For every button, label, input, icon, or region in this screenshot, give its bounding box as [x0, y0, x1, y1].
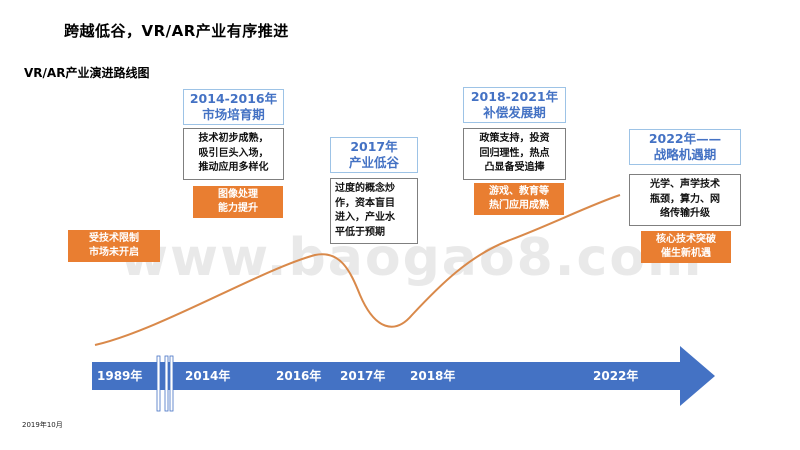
page-subtitle: VR/AR产业演进路线图 — [24, 66, 150, 80]
year-label: 2016年 — [276, 369, 322, 383]
stage-desc-2022: 光学、声学技术 瓶颈，算力、网 络传输升级 — [629, 174, 741, 226]
early-stage-tag: 受技术限制 市场未开启 — [68, 230, 160, 262]
stage-desc-2017: 过度的概念炒 作，资本盲目 进入，产业水 平低于预期 — [330, 178, 418, 244]
year-label: 1989年 — [97, 369, 143, 383]
curve-break-mark — [156, 323, 170, 329]
stage-title-2017: 2017年 产业低谷 — [330, 137, 418, 173]
stage-desc-2018-2021: 政策支持，投资 回归理性，热点 凸显备受追捧 — [463, 128, 566, 180]
stage-title-2022: 2022年—— 战略机遇期 — [629, 129, 741, 165]
year-label: 2022年 — [593, 369, 639, 383]
stage-tag-2022: 核心技术突破 催生新机遇 — [641, 231, 731, 263]
stage-desc-2014-2016: 技术初步成熟， 吸引巨头入场， 推动应用多样化 — [183, 128, 284, 180]
stage-tag-2018-2021: 游戏、教育等 热门应用成熟 — [474, 183, 564, 215]
stage-title-2014-2016: 2014-2016年 市场培育期 — [183, 89, 284, 125]
year-label: 2014年 — [185, 369, 231, 383]
axis-break-mark — [156, 355, 174, 412]
page-title: 跨越低谷，VR/AR产业有序推进 — [64, 22, 289, 40]
stage-title-2018-2021: 2018-2021年 补偿发展期 — [463, 87, 566, 123]
year-label: 2018年 — [410, 369, 456, 383]
date-note: 2019年10月 — [22, 421, 63, 429]
year-label: 2017年 — [340, 369, 386, 383]
stage-tag-2014-2016: 图像处理 能力提升 — [193, 186, 283, 218]
development-curve — [94, 194, 621, 346]
timeline-arrow — [92, 346, 715, 406]
